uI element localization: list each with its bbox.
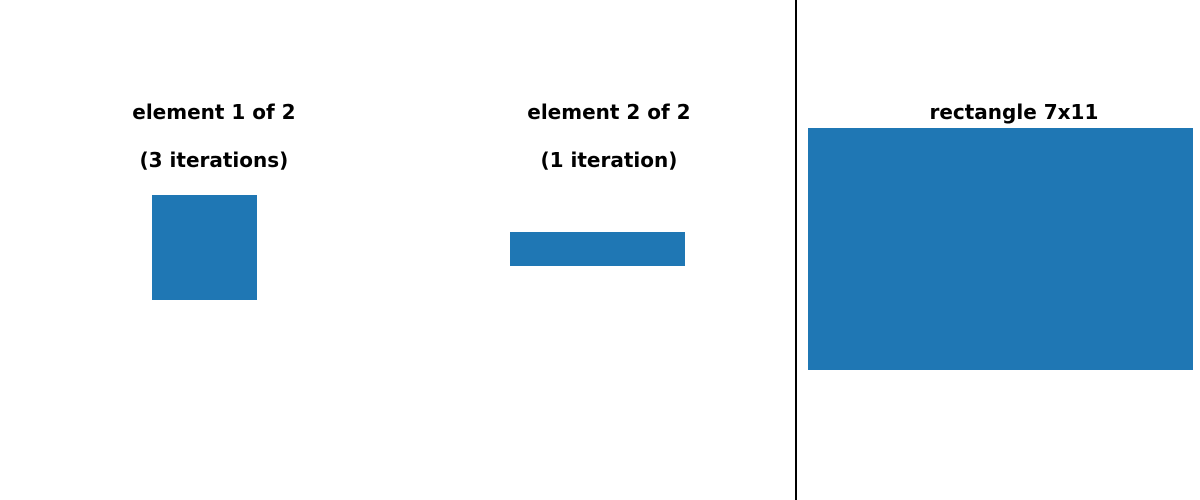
figure-stage: element 1 of 2 (3 iterations) element 2 … xyxy=(0,0,1200,500)
panel-1-title-line1: element 1 of 2 xyxy=(132,100,295,124)
panel-2-title-line2: (1 iteration) xyxy=(540,148,677,172)
panel-1-title-line2: (3 iterations) xyxy=(140,148,289,172)
panel-2-rect xyxy=(510,232,685,266)
panel-2-title: element 2 of 2 (1 iteration) xyxy=(495,76,695,196)
panel-3-title-line1: rectangle 7x11 xyxy=(929,100,1098,124)
vertical-divider xyxy=(795,0,797,500)
panel-3-rect xyxy=(808,128,1193,370)
panel-1-rect xyxy=(152,195,257,300)
panel-2-title-line1: element 2 of 2 xyxy=(527,100,690,124)
panel-1-title: element 1 of 2 (3 iterations) xyxy=(100,76,300,196)
